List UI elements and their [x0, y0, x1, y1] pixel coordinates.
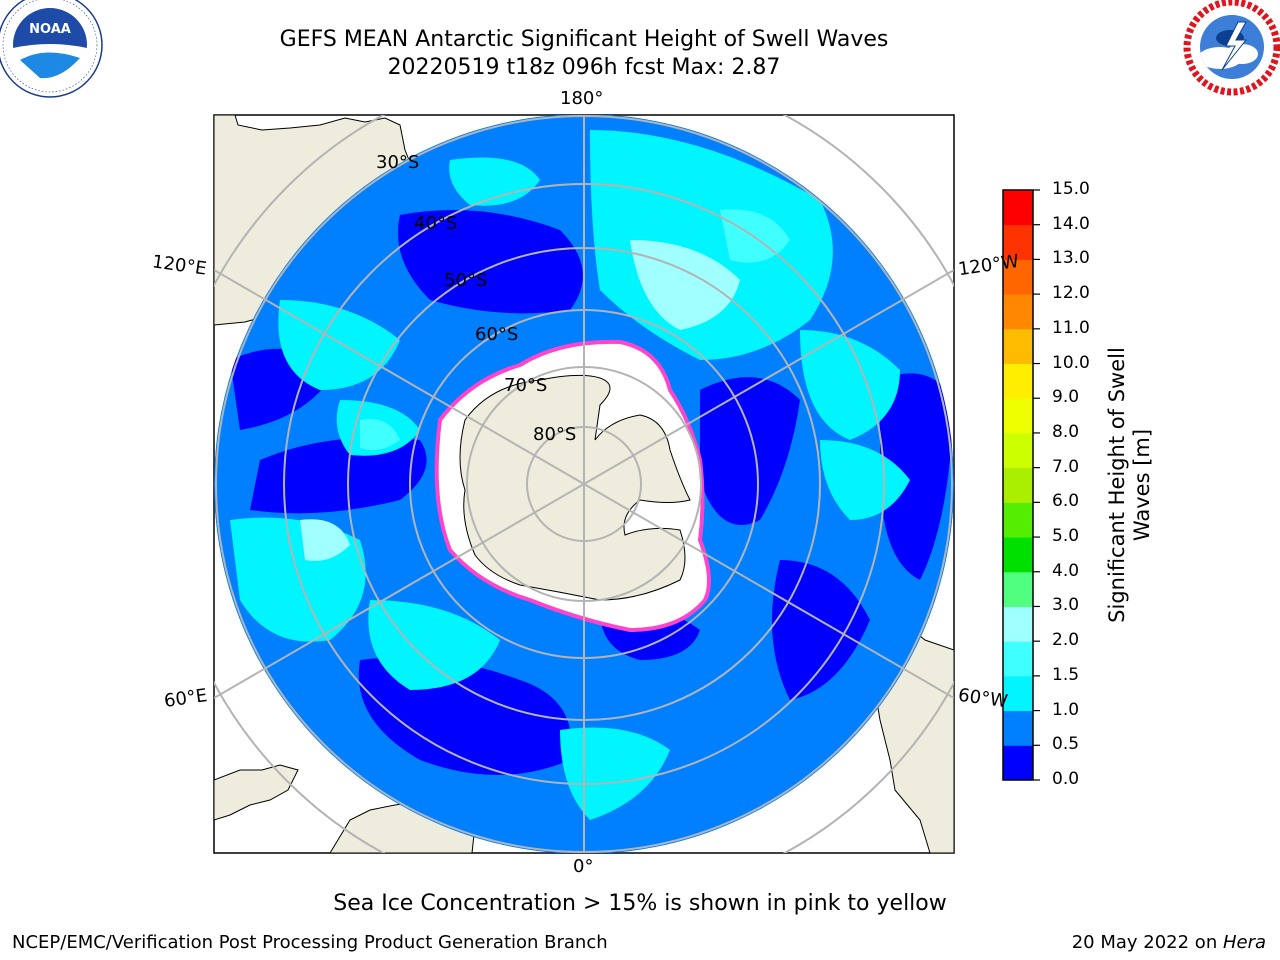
colorbar-segment — [1003, 328, 1033, 365]
nws-logo-icon — [1183, 0, 1280, 96]
noaa-logo-text: NOAA — [29, 22, 71, 37]
colorbar-tick-label: 8.0 — [1052, 421, 1080, 442]
colorbar-segment — [1003, 432, 1033, 469]
colorbar-segment — [1003, 571, 1033, 607]
colorbar — [1002, 189, 1040, 781]
colorbar-tick-label: 4.0 — [1052, 560, 1080, 581]
lon-label-0: 0° — [573, 856, 594, 877]
colorbar-tick-label: 1.5 — [1052, 664, 1080, 685]
colorbar-tick-label: 10.0 — [1052, 352, 1090, 373]
colorbar-segment — [1003, 537, 1033, 573]
colorbar-tick-label: 13.0 — [1052, 248, 1090, 269]
date-text: 20 May 2022 on — [1071, 932, 1223, 953]
colorbar-segment — [1003, 502, 1033, 538]
lat-label-60s: 60°S — [475, 324, 519, 345]
colorbar-title-line2: Waves [m] — [1130, 428, 1154, 542]
colorbar-segment — [1003, 710, 1033, 746]
colorbar-segment — [1003, 398, 1033, 434]
colorbar-tick-label: 1.0 — [1052, 699, 1080, 720]
colorbar-tick-label: 0.0 — [1052, 769, 1080, 789]
colorbar-tick-label: 15.0 — [1052, 179, 1090, 199]
lat-label-50s: 50°S — [444, 270, 488, 291]
date-stamp: 20 May 2022 on Hera — [1072, 932, 1266, 953]
credit-text: NCEP/EMC/Verification Post Processing Pr… — [12, 932, 608, 953]
colorbar-segment — [1003, 259, 1033, 295]
colorbar-segment — [1003, 294, 1033, 330]
lat-label-70s: 70°S — [504, 375, 548, 396]
colorbar-segment — [1003, 641, 1033, 677]
colorbar-segment — [1003, 224, 1033, 260]
colorbar-tick-label: 2.0 — [1052, 630, 1080, 651]
lat-label-40s: 40°S — [414, 213, 458, 234]
graticule — [214, 115, 954, 853]
colorbar-tick-label: 0.5 — [1052, 734, 1080, 755]
colorbar-tick-label: 12.0 — [1052, 283, 1090, 304]
host-name: Hera — [1222, 932, 1266, 953]
noaa-logo-icon: NOAA — [0, 0, 103, 98]
colorbar-segment — [1003, 675, 1033, 712]
colorbar-outline — [1002, 189, 1034, 781]
colorbar-tick-label: 11.0 — [1052, 317, 1090, 338]
colorbar-segment — [1003, 745, 1033, 781]
colorbar-tick-label: 3.0 — [1052, 595, 1080, 616]
colorbar-tick-label: 6.0 — [1052, 491, 1080, 512]
colorbar-segment — [1003, 467, 1033, 503]
colorbar-tick-label: 14.0 — [1052, 213, 1090, 234]
colorbar-title-line1: Significant Height of Swell — [1105, 347, 1129, 623]
colorbar-tick-label: 5.0 — [1052, 526, 1080, 547]
lat-label-30s: 30°S — [376, 152, 420, 173]
chart-subtitle: 20220519 t18z 096h fcst Max: 2.87 — [387, 55, 781, 80]
colorbar-segment — [1003, 190, 1033, 226]
colorbar-tick-label: 7.0 — [1052, 456, 1080, 477]
sea-ice-note: Sea Ice Concentration > 15% is shown in … — [333, 891, 947, 916]
colorbar-title: Significant Height of Swell Waves [m] — [1105, 295, 1155, 675]
chart-title: GEFS MEAN Antarctic Significant Height o… — [279, 27, 889, 52]
lon-label-180: 180° — [560, 88, 604, 109]
colorbar-tick-label: 9.0 — [1052, 387, 1080, 408]
colorbar-segment — [1003, 606, 1033, 642]
lat-label-80s: 80°S — [533, 424, 577, 445]
colorbar-segment — [1003, 363, 1033, 399]
